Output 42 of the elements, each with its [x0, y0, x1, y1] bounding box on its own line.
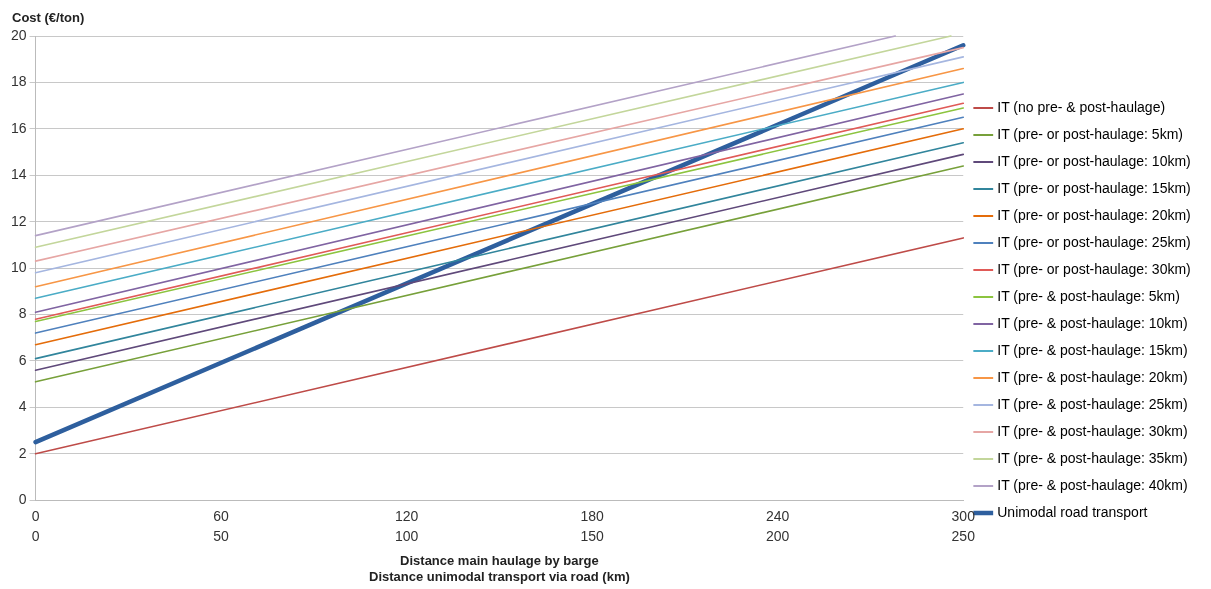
legend-label: IT (no pre- & post-haulage): [997, 98, 1166, 115]
x-tick-label: 60: [213, 508, 230, 525]
x2-axis-title: Distance unimodal transport via road (km): [369, 568, 630, 584]
y-tick-label: 20: [10, 26, 27, 43]
y-tick-label: 18: [10, 73, 27, 90]
legend-label: IT (pre- or post-haulage: 15km): [997, 179, 1191, 196]
legend-label: IT (pre- & post-haulage: 20km): [997, 368, 1188, 385]
y-tick-label: 0: [18, 491, 27, 508]
y-axis-title: Cost (€/ton): [12, 9, 85, 25]
legend-label: IT (pre- & post-haulage: 35km): [997, 449, 1188, 466]
x2-tick-label: 50: [213, 528, 230, 545]
legend-label: IT (pre- & post-haulage: 25km): [997, 395, 1188, 412]
legend-label: IT (pre- or post-haulage: 30km): [997, 260, 1191, 277]
legend-label: IT (pre- or post-haulage: 5km): [997, 125, 1183, 142]
x-tick-label: 0: [31, 508, 40, 525]
y-tick-label: 6: [18, 351, 27, 368]
x-tick-label: 180: [580, 508, 605, 525]
x-tick-label: 300: [951, 508, 976, 525]
x2-tick-label: 100: [394, 528, 419, 545]
legend-label: IT (pre- or post-haulage: 20km): [997, 206, 1191, 223]
x2-tick-label: 200: [766, 528, 790, 545]
y-tick-label: 4: [18, 398, 27, 415]
y-tick-label: 12: [10, 212, 27, 229]
x-tick-label: 120: [394, 508, 419, 525]
y-tick-label: 16: [10, 119, 27, 136]
y-tick-label: 2: [18, 444, 27, 461]
x2-tick-label: 0: [31, 528, 40, 545]
legend-label: IT (pre- & post-haulage: 5km): [997, 287, 1180, 304]
legend-label: IT (pre- & post-haulage: 40km): [997, 476, 1188, 493]
legend-label: IT (pre- & post-haulage: 10km): [997, 314, 1188, 331]
legend-label: IT (pre- & post-haulage: 30km): [997, 422, 1188, 439]
y-tick-label: 10: [10, 258, 27, 275]
x-axis-title: Distance main haulage by barge: [400, 553, 599, 569]
legend-label: IT (pre- or post-haulage: 10km): [997, 152, 1191, 169]
y-tick-label: 8: [18, 305, 27, 322]
legend-label: IT (pre- & post-haulage: 15km): [997, 341, 1188, 358]
x2-tick-label: 250: [951, 528, 976, 545]
x2-tick-label: 150: [580, 528, 605, 545]
legend-label: IT (pre- or post-haulage: 25km): [997, 233, 1191, 250]
x-tick-label: 240: [766, 508, 790, 525]
legend-label: Unimodal road transport: [997, 503, 1148, 520]
y-tick-label: 14: [10, 166, 27, 183]
